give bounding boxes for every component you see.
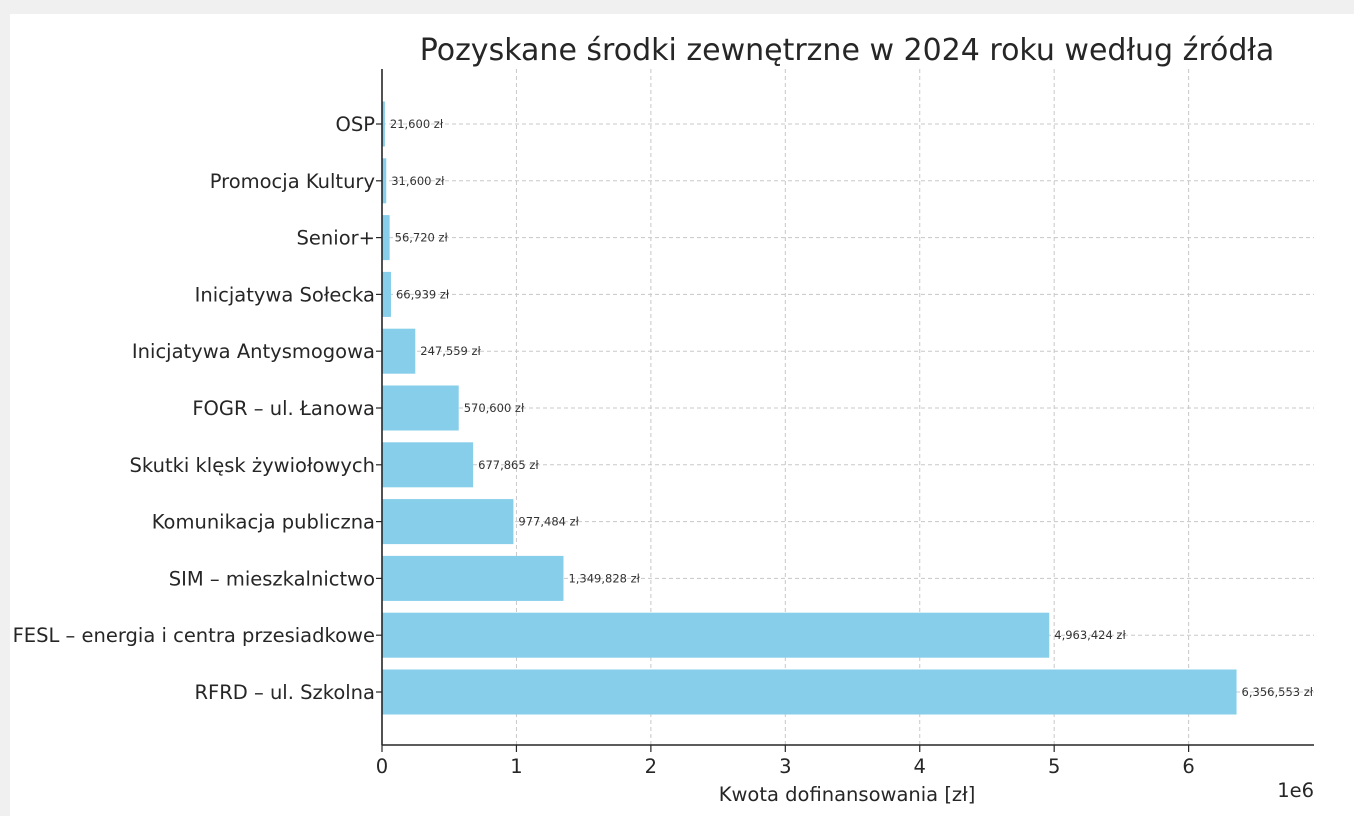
chart-title: Pozyskane środki zewnętrzne w 2024 roku … [420, 33, 1275, 68]
value-label: 677,865 zł [478, 458, 539, 472]
category-label: Inicjatywa Antysmogowa [132, 340, 375, 363]
x-tick-label: 4 [914, 755, 926, 778]
bars [382, 101, 1237, 715]
value-label: 56,720 zł [395, 231, 449, 245]
category-label: Komunikacja publiczna [152, 511, 375, 534]
x-ticks: 0 1 2 3 4 5 6 [376, 745, 1195, 778]
value-label: 6,356,553 zł [1242, 685, 1314, 699]
value-label: 66,939 zł [396, 287, 450, 301]
category-label: Inicjatywa Sołecka [195, 283, 375, 306]
category-label: Senior+ [297, 227, 375, 250]
category-label: FOGR – ul. Łanowa [192, 397, 375, 420]
value-label: 31,600 zł [391, 174, 445, 188]
value-label: 1,349,828 zł [568, 571, 640, 585]
value-label: 247,559 zł [420, 344, 481, 358]
x-tick-label: 5 [1048, 755, 1060, 778]
category-label: RFRD – ul. Szkolna [194, 681, 375, 704]
value-labels: 21,600 zł 31,600 zł 56,720 zł 66,939 zł 247,… [390, 117, 1314, 699]
bar [382, 499, 514, 545]
x-tick-label: 1 [510, 755, 522, 778]
x-axis-label: Kwota dofinansowania [zł] [719, 783, 976, 806]
value-label: 21,600 zł [390, 117, 444, 131]
chart-frame: Pozyskane środki zewnętrzne w 2024 roku … [10, 14, 1354, 816]
bar [382, 158, 387, 204]
category-label: OSP [336, 113, 376, 136]
category-label: FESL – energia i centra przesiadkowe [13, 624, 375, 647]
x-tick-label: 2 [645, 755, 657, 778]
bar [382, 385, 459, 431]
x-tick-label: 6 [1182, 755, 1194, 778]
bar [382, 612, 1050, 658]
bar [382, 555, 564, 601]
category-label: SIM – mieszkalnictwo [169, 567, 375, 590]
bar [382, 101, 385, 147]
value-label: 977,484 zł [518, 515, 579, 529]
bar [382, 215, 390, 261]
bar [382, 442, 474, 488]
bar-chart: Pozyskane środki zewnętrzne w 2024 roku … [13, 33, 1314, 806]
bar [382, 328, 416, 374]
bar [382, 271, 391, 317]
x-tick-label: 0 [376, 755, 388, 778]
value-label: 570,600 zł [464, 401, 525, 415]
category-label: Skutki klęsk żywiołowych [130, 454, 375, 477]
x-axis-scale-note: 1e6 [1277, 779, 1314, 802]
category-label: Promocja Kultury [210, 170, 375, 193]
x-tick-label: 3 [779, 755, 791, 778]
bar [382, 669, 1237, 715]
axes [381, 69, 1314, 746]
category-labels: OSP Promocja Kultury Senior+ Inicjatywa Soł… [13, 113, 382, 704]
value-label: 4,963,424 zł [1054, 628, 1126, 642]
